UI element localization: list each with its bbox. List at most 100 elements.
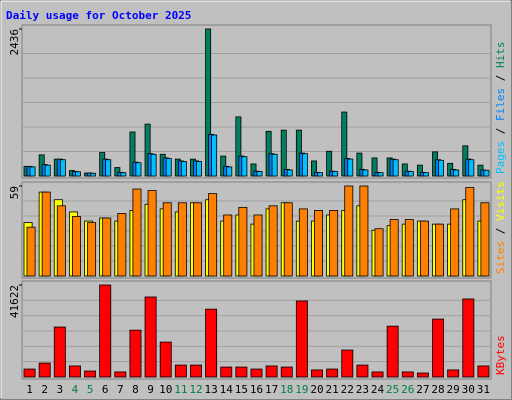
x-tick-label: 21 xyxy=(326,383,339,396)
legend-separator: / xyxy=(494,121,507,141)
bar xyxy=(311,160,317,177)
x-tick-label: 8 xyxy=(132,383,139,396)
bar xyxy=(483,169,490,177)
bar xyxy=(41,191,51,277)
bar xyxy=(150,153,157,177)
x-tick-label: 4 xyxy=(72,383,79,396)
legend-entry: KBytes xyxy=(494,335,507,375)
bar xyxy=(223,214,233,277)
bar xyxy=(144,296,157,378)
bar xyxy=(135,162,142,177)
x-tick-label: 11 xyxy=(174,383,187,396)
x-tick-label: 16 xyxy=(250,383,263,396)
legend: Sites / Visits xyxy=(494,181,507,274)
legend-separator: / xyxy=(494,68,507,88)
bar xyxy=(99,284,112,378)
bar xyxy=(462,298,475,378)
bar xyxy=(132,188,142,277)
bar xyxy=(174,364,187,378)
bar xyxy=(265,365,278,378)
bar xyxy=(102,217,112,277)
bar xyxy=(419,220,429,277)
x-tick-label: 17 xyxy=(265,383,278,396)
bar xyxy=(235,116,242,177)
bar xyxy=(211,134,218,177)
legend-entry: Sites xyxy=(494,241,507,274)
y-tick-label: 59 xyxy=(8,186,21,199)
bar xyxy=(344,185,354,277)
bar xyxy=(422,172,429,177)
bar xyxy=(283,202,293,277)
bar xyxy=(374,228,384,277)
bar xyxy=(301,153,308,177)
legend-entry: Pages xyxy=(494,141,507,174)
bar xyxy=(205,28,212,177)
bar xyxy=(193,202,202,277)
bar xyxy=(341,111,348,177)
bar xyxy=(120,172,127,177)
bar xyxy=(359,185,369,277)
bar xyxy=(71,216,81,277)
bar xyxy=(280,366,293,378)
bar xyxy=(26,226,36,277)
bar xyxy=(180,161,187,177)
x-tick-label: 1 xyxy=(26,383,33,396)
bar xyxy=(90,172,97,177)
bar xyxy=(208,193,218,277)
bar xyxy=(177,202,187,277)
bar xyxy=(362,169,369,177)
bar xyxy=(477,365,490,378)
bar xyxy=(205,308,218,378)
bar xyxy=(389,219,399,277)
x-tick-label: 14 xyxy=(220,383,234,396)
y-tick-label: 41622 xyxy=(8,285,21,318)
bar xyxy=(286,169,293,177)
x-tick-label: 5 xyxy=(87,383,94,396)
bar xyxy=(401,371,414,378)
bar xyxy=(332,171,339,177)
bar xyxy=(356,152,363,177)
legend-entry: Hits xyxy=(494,42,507,69)
bar xyxy=(480,202,490,277)
bar xyxy=(114,371,127,378)
bar xyxy=(432,318,445,378)
x-tick-label: 28 xyxy=(431,383,444,396)
bar xyxy=(59,159,66,177)
bar xyxy=(250,368,263,378)
bar xyxy=(256,171,263,177)
legend-entry: Files xyxy=(494,88,507,121)
bar xyxy=(87,222,97,277)
bar xyxy=(416,164,423,177)
bar xyxy=(404,219,414,277)
bar xyxy=(84,370,97,378)
bar xyxy=(162,202,172,277)
bar xyxy=(241,156,248,177)
chart-title: Daily usage for October 2025 xyxy=(6,9,191,22)
bar xyxy=(220,366,233,378)
x-tick-label: 27 xyxy=(416,383,429,396)
bar xyxy=(235,366,248,378)
plot-area xyxy=(21,280,492,380)
x-tick-label: 19 xyxy=(295,383,308,396)
x-tick-label: 30 xyxy=(462,383,475,396)
bar xyxy=(392,159,399,177)
bar xyxy=(311,369,323,378)
bar xyxy=(356,364,369,378)
bar xyxy=(326,368,339,378)
bar xyxy=(295,300,308,378)
x-tick-label: 23 xyxy=(356,383,369,396)
bar xyxy=(407,171,414,177)
bar xyxy=(129,131,136,177)
bar xyxy=(144,123,151,177)
bar xyxy=(341,349,354,378)
bar xyxy=(105,159,112,177)
bar xyxy=(196,161,202,177)
legend: Pages / Files / Hits xyxy=(494,42,507,175)
x-tick-label: 29 xyxy=(447,383,460,396)
bar xyxy=(271,153,278,177)
x-tick-label: 20 xyxy=(310,383,323,396)
bar xyxy=(401,163,408,177)
bar xyxy=(117,213,127,277)
x-tick-label: 12 xyxy=(189,383,202,396)
